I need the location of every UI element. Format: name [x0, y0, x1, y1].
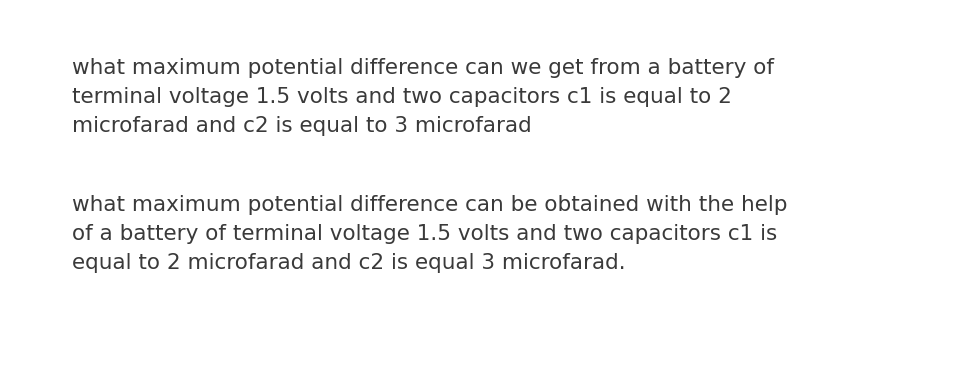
Text: what maximum potential difference can we get from a battery of
terminal voltage : what maximum potential difference can we… [72, 58, 774, 135]
Text: what maximum potential difference can be obtained with the help
of a battery of : what maximum potential difference can be… [72, 195, 787, 273]
